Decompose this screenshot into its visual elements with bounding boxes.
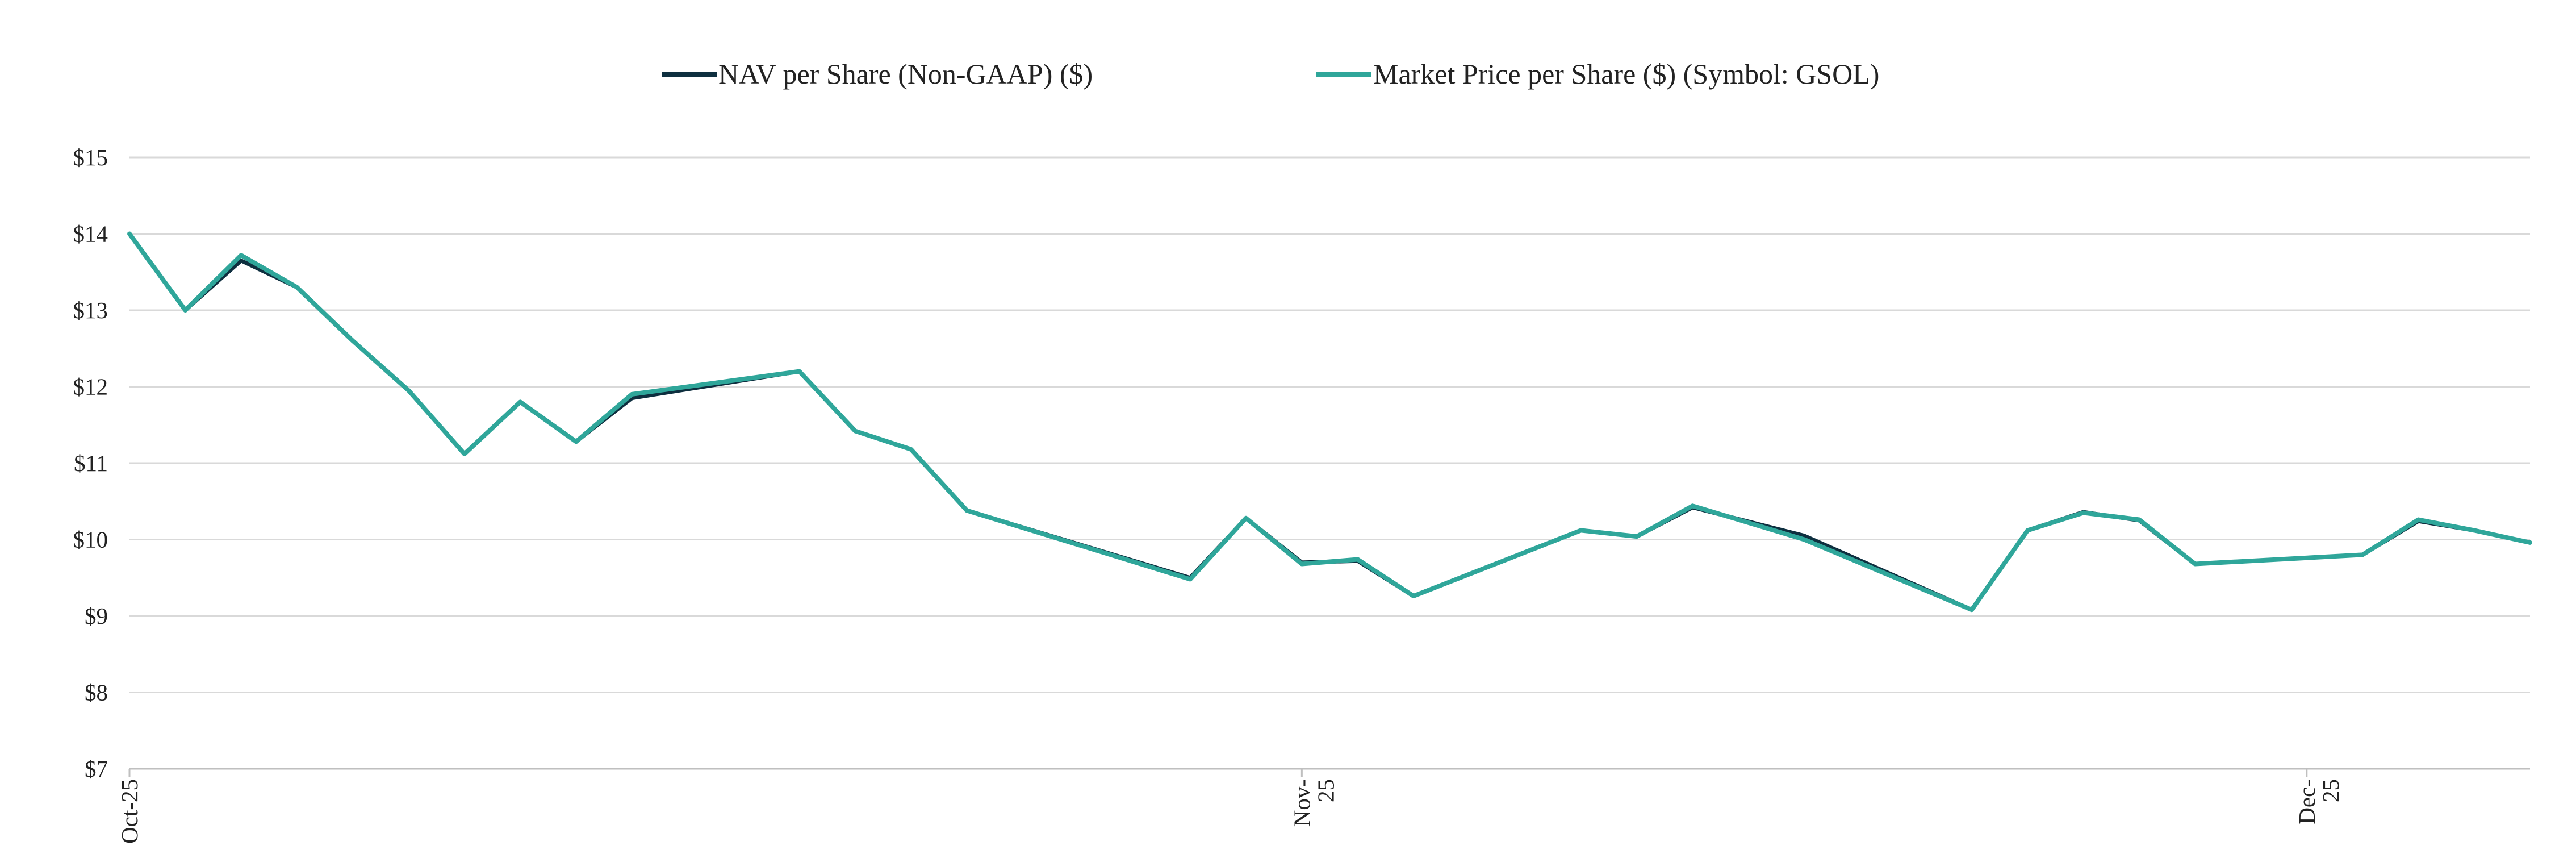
series-line-market-price xyxy=(127,231,2532,613)
x-tick-label-0: Oct-25 xyxy=(116,779,143,844)
series-line-nav xyxy=(127,232,2532,612)
x-tick-label-2: Dec-25 xyxy=(2294,779,2344,824)
axes xyxy=(128,768,2530,777)
y-tick-label-11: $11 xyxy=(74,450,108,476)
y-tick-label-13: $13 xyxy=(73,297,108,323)
y-axis-tick-labels: $7 $8 $9 $10 $11 $12 $13 $14 $15 xyxy=(73,144,108,782)
legend: NAV per Share (Non-GAAP) ($) Market Pric… xyxy=(662,58,1879,90)
y-tick-label-12: $12 xyxy=(73,374,108,400)
y-tick-label-9: $9 xyxy=(85,603,108,629)
y-tick-label-10: $10 xyxy=(73,527,108,553)
legend-label-nav: NAV per Share (Non-GAAP) ($) xyxy=(718,58,1093,90)
y-tick-label-7: $7 xyxy=(85,756,108,782)
y-tick-label-14: $14 xyxy=(73,221,108,247)
x-tick-label-1: Nov-25 xyxy=(1289,779,1339,827)
series-lines xyxy=(127,231,2532,613)
gridlines xyxy=(129,156,2530,770)
y-tick-label-8: $8 xyxy=(85,680,108,706)
legend-label-market-price: Market Price per Share ($) (Symbol: GSOL… xyxy=(1373,58,1879,90)
x-axis-tick-labels: Oct-25 Nov-25 Dec-25 xyxy=(116,779,2344,844)
y-tick-label-15: $15 xyxy=(73,144,108,170)
